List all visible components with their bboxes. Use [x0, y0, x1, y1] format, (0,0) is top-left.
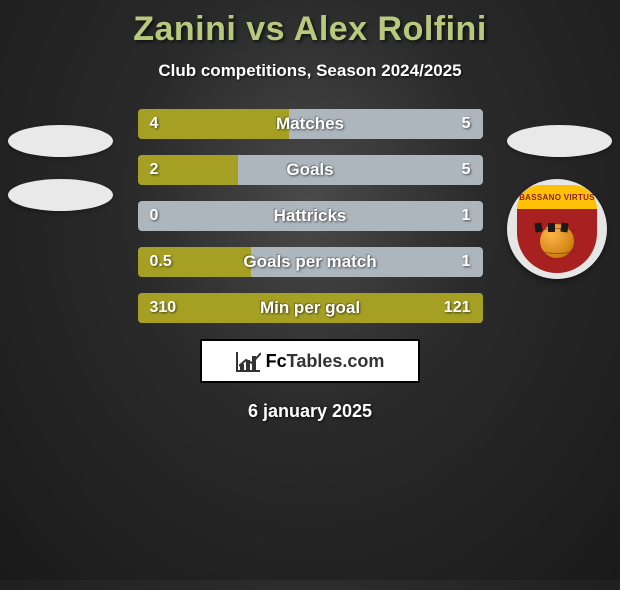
stat-label: Matches [138, 114, 483, 134]
stat-row: 45Matches [138, 109, 483, 139]
page-subtitle: Club competitions, Season 2024/2025 [0, 61, 620, 81]
stat-row: 25Goals [138, 155, 483, 185]
stat-row: 01Hattricks [138, 201, 483, 231]
bar-line-chart-icon [236, 350, 262, 372]
logo-text: FcTables.com [266, 351, 385, 372]
stat-label: Min per goal [138, 298, 483, 318]
stat-label: Goals per match [138, 252, 483, 272]
stat-label: Hattricks [138, 206, 483, 226]
comparison-bars: 45Matches 25Goals 01Hattricks 0.51Goals per… [0, 109, 620, 422]
stat-label: Goals [138, 160, 483, 180]
fctables-logo: FcTables.com [200, 339, 420, 383]
page-title: Zanini vs Alex Rolfini [0, 10, 620, 49]
logo-prefix: Fc [266, 351, 287, 371]
snapshot-date: 6 january 2025 [0, 401, 620, 422]
stat-row: 0.51Goals per match [138, 247, 483, 277]
logo-suffix: Tables.com [287, 351, 385, 371]
stat-row: 310121Min per goal [138, 293, 483, 323]
